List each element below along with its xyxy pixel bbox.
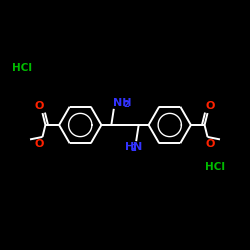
Text: O: O: [206, 101, 215, 111]
Text: 2: 2: [130, 144, 136, 153]
Text: HCl: HCl: [12, 63, 32, 73]
Text: O: O: [35, 139, 44, 149]
Text: N: N: [133, 142, 142, 152]
Text: HCl: HCl: [204, 162, 225, 172]
Text: NH: NH: [112, 98, 131, 108]
Text: O: O: [206, 139, 215, 149]
Text: O: O: [35, 101, 44, 111]
Text: 2: 2: [123, 100, 129, 109]
Text: H: H: [125, 142, 134, 152]
